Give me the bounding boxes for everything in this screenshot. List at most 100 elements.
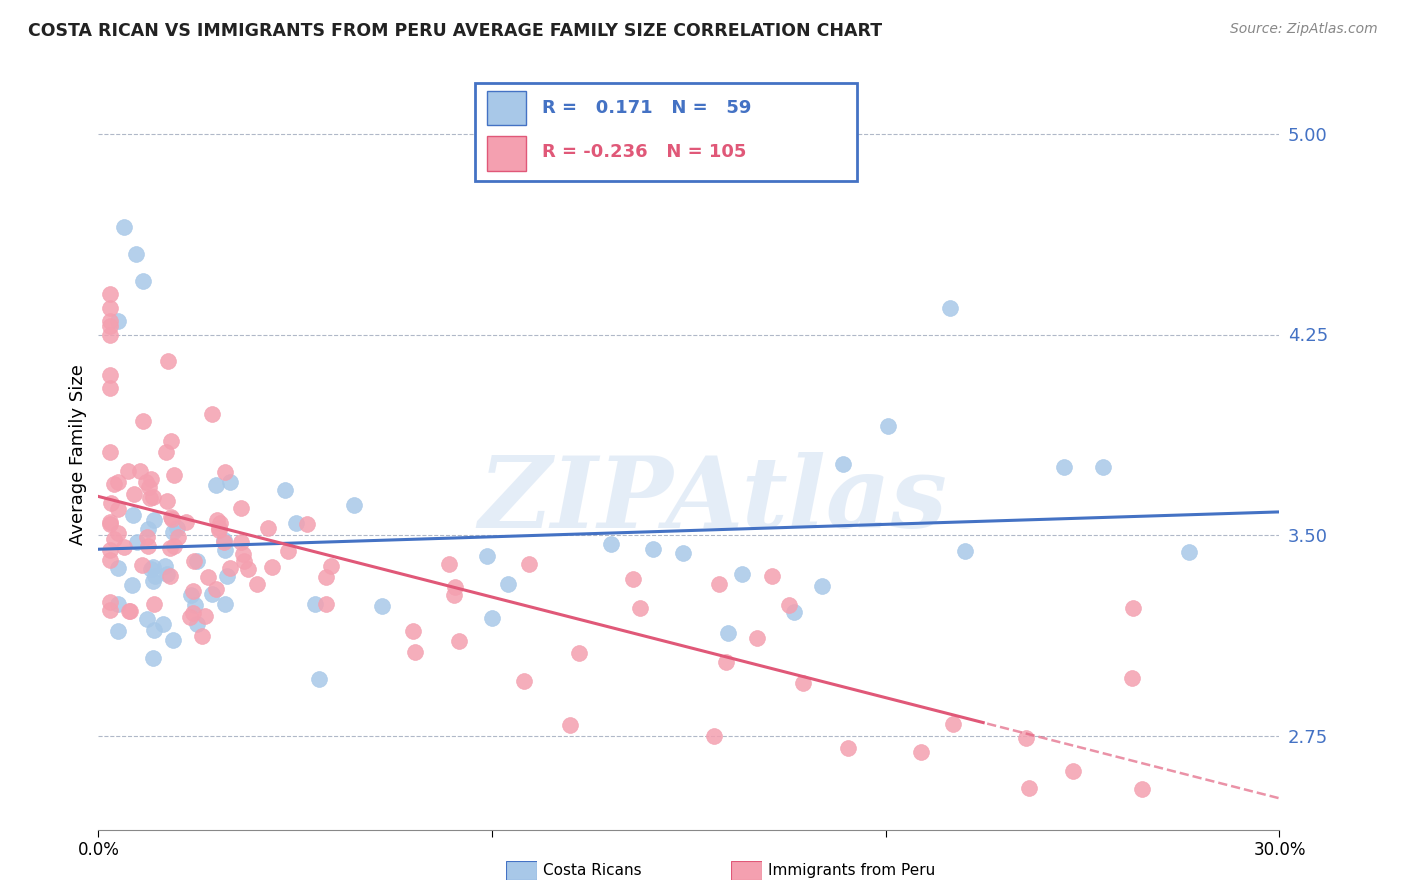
Point [121, 508, 143, 522]
Point [112, 220, 135, 235]
Point [439, 557, 461, 571]
Point [285, 516, 308, 530]
Point [107, 624, 129, 639]
Point [166, 521, 188, 535]
Point [142, 623, 165, 637]
Point [953, 544, 976, 558]
Point [274, 483, 297, 497]
Point [717, 625, 740, 640]
Point [1178, 545, 1201, 559]
Point [120, 604, 142, 618]
Point [107, 475, 129, 489]
Point [125, 535, 148, 549]
Point [183, 598, 205, 612]
Point [672, 546, 695, 560]
Point [186, 554, 208, 568]
Point [103, 533, 125, 547]
Point [117, 464, 139, 478]
Point [143, 513, 166, 527]
Point [138, 480, 160, 494]
FancyBboxPatch shape [486, 91, 526, 126]
Point [315, 570, 337, 584]
Point [1122, 601, 1144, 615]
Point [181, 606, 204, 620]
Point [942, 716, 965, 731]
Point [628, 601, 651, 615]
Point [98, 327, 121, 342]
Point [100, 496, 122, 510]
Point [135, 530, 157, 544]
Point [321, 559, 343, 574]
Text: Immigrants from Peru: Immigrants from Peru [768, 863, 935, 878]
Point [107, 314, 129, 328]
Point [138, 522, 160, 536]
Point [162, 524, 184, 539]
Point [939, 301, 962, 315]
Point [98, 368, 121, 382]
Point [703, 730, 725, 744]
Point [567, 646, 589, 660]
FancyBboxPatch shape [475, 83, 856, 181]
Point [159, 509, 181, 524]
Point [131, 413, 153, 427]
Point [181, 583, 204, 598]
Point [231, 535, 253, 549]
Point [112, 540, 135, 554]
Point [811, 578, 834, 592]
Text: R = -0.236   N = 105: R = -0.236 N = 105 [541, 143, 747, 161]
Text: Source: ZipAtlas.com: Source: ZipAtlas.com [1230, 22, 1378, 37]
Point [761, 569, 783, 583]
Point [208, 523, 231, 537]
Point [138, 539, 160, 553]
Point [142, 597, 165, 611]
FancyBboxPatch shape [486, 136, 526, 170]
Point [477, 549, 499, 564]
Point [262, 560, 284, 574]
Point [159, 541, 181, 556]
Point [159, 568, 181, 582]
Point [98, 319, 121, 334]
Point [214, 543, 236, 558]
Point [142, 651, 165, 665]
Point [1053, 460, 1076, 475]
Point [98, 381, 121, 395]
Point [707, 576, 730, 591]
Point [141, 472, 163, 486]
Point [402, 624, 425, 638]
Point [118, 604, 141, 618]
Point [162, 512, 184, 526]
Point [131, 274, 153, 288]
Point [215, 569, 238, 583]
Point [371, 599, 394, 613]
Point [98, 595, 121, 609]
Point [558, 718, 581, 732]
Point [135, 475, 157, 489]
Point [517, 558, 540, 572]
Point [232, 547, 254, 561]
Point [443, 580, 465, 594]
Point [183, 554, 205, 568]
Point [641, 541, 664, 556]
Point [308, 673, 330, 687]
Point [98, 314, 121, 328]
Point [214, 597, 236, 611]
Point [98, 516, 121, 531]
Point [107, 561, 129, 575]
Point [447, 634, 470, 648]
Point [782, 605, 804, 619]
Point [107, 597, 129, 611]
Point [167, 530, 190, 544]
Point [136, 612, 159, 626]
Point [219, 475, 242, 489]
Point [107, 525, 129, 540]
Point [621, 572, 644, 586]
Point [107, 502, 129, 516]
Point [837, 741, 859, 756]
Y-axis label: Average Family Size: Average Family Size [69, 365, 87, 545]
Point [103, 477, 125, 491]
Point [179, 610, 201, 624]
Point [194, 609, 217, 624]
Point [142, 560, 165, 574]
Point [714, 655, 737, 669]
Point [212, 533, 235, 547]
